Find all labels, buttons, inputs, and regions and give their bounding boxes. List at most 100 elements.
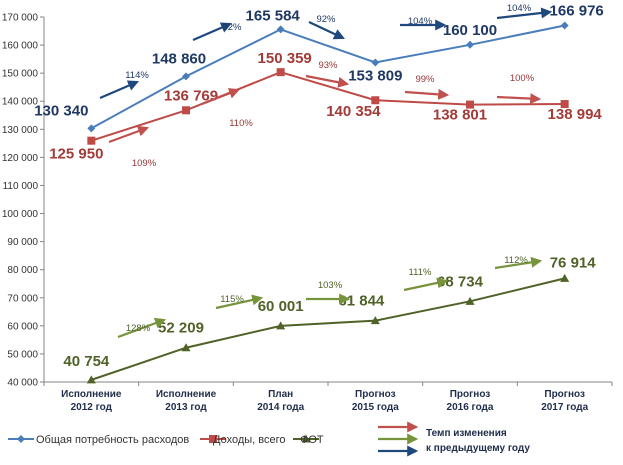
change-arrow	[494, 256, 543, 270]
data-point-marker	[17, 435, 25, 443]
data-label: 68 734	[437, 273, 484, 290]
change-arrow	[305, 74, 350, 88]
data-point-marker	[86, 375, 96, 384]
legend-label: Общая потребность расходов	[36, 434, 189, 446]
data-label: 40 754	[63, 353, 110, 370]
change-percent-label: 109%	[132, 158, 157, 169]
change-percent-label: 112%	[504, 255, 528, 266]
change-arrow	[308, 21, 345, 40]
data-point-marker	[87, 136, 96, 145]
data-label: 125 950	[49, 146, 103, 163]
x-tick-label: Исполнение 2012 год	[61, 389, 122, 413]
data-label: 160 100	[443, 22, 497, 39]
series-line	[90, 24, 565, 130]
data-label: 130 340	[34, 102, 88, 119]
x-tick-label: План 2014 года	[257, 389, 304, 413]
change-percent-label: 104%	[408, 16, 433, 27]
data-point-marker	[181, 343, 191, 352]
y-tick-label: 170 000	[2, 13, 39, 24]
change-arrow	[192, 22, 233, 42]
change-arrow	[215, 294, 264, 310]
legend-label: Доходы, всего	[213, 434, 285, 446]
legend-label: ФОТ	[300, 434, 324, 446]
data-point-marker	[87, 124, 96, 133]
change-percent-label: 114%	[125, 70, 149, 81]
data-label: 140 354	[326, 103, 381, 120]
data-point-marker	[209, 435, 217, 443]
x-tick-label: Прогноз 2015 года	[352, 389, 399, 413]
data-label: 150 359	[258, 50, 312, 67]
data-point-marker	[182, 72, 190, 81]
data-label: 136 769	[164, 87, 218, 104]
change-arrow	[99, 80, 140, 100]
data-label: 148 860	[152, 50, 206, 67]
data-label: 166 976	[550, 2, 604, 19]
series-2: 40 754 52 209 60 001 61 844 68 734 76 914	[63, 254, 597, 384]
y-tick-label: 110 000	[3, 181, 39, 192]
y-tick-label: 100 000	[2, 209, 39, 220]
data-label: 138 994	[548, 106, 603, 123]
change-percent-label: 111%	[409, 267, 432, 278]
data-point-marker	[371, 96, 380, 105]
data-label: 153 809	[348, 67, 402, 84]
change-percent-label: 110%	[229, 118, 253, 129]
legend-change-line1: Темп изменения	[426, 428, 507, 439]
y-tick-label: 50 000	[7, 349, 38, 360]
legend-change-line2: к предыдущему году	[426, 443, 530, 454]
y-tick-label: 90 000	[7, 237, 38, 248]
data-label: 52 209	[158, 320, 204, 337]
change-percent-label: 92%	[222, 22, 242, 33]
y-tick-label: 160 000	[2, 41, 39, 52]
y-axis-ticks: 40 000 50 000 60 000 70 000 80 000 90 000 100 …	[2, 13, 44, 389]
change-percent-label: 93%	[318, 60, 338, 71]
x-tick-label: Прогноз 2017 года	[541, 389, 588, 413]
data-point-marker	[465, 296, 475, 305]
change-arrow	[108, 125, 150, 144]
change-arrow	[496, 7, 553, 20]
x-tick-label: Прогноз 2016 года	[447, 389, 494, 413]
data-point-marker	[560, 21, 569, 30]
change-arrows: 114% 92% 92% 104% 104% 109% 110% 93% 99% 100% 128%…	[99, 3, 553, 339]
y-tick-label: 120 000	[2, 153, 39, 164]
change-percent-label: 100%	[510, 73, 535, 84]
y-tick-label: 150 000	[2, 69, 39, 80]
series-line	[91, 71, 565, 142]
series-0: 130 340 148 860 165 584 153 809 160 100 166 9…	[34, 2, 604, 133]
data-point-marker	[276, 25, 285, 34]
change-arrow	[496, 93, 542, 105]
data-label: 138 801	[433, 107, 487, 124]
data-point-marker	[370, 316, 380, 325]
y-tick-label: 80 000	[7, 265, 38, 276]
change-arrow	[201, 88, 241, 106]
data-label: 165 584	[246, 7, 301, 24]
series-1: 125 950 136 769 150 359 140 354 138 801 138 9…	[49, 50, 602, 163]
y-tick-label: 40 000	[7, 378, 38, 389]
change-arrow	[117, 317, 167, 339]
data-point-marker	[466, 40, 474, 49]
legend-item-1: Доходы, всего	[200, 434, 285, 446]
data-label: 61 844	[338, 293, 385, 310]
legend: Общая потребность расходов Доходы, всего Ф…	[8, 421, 530, 457]
data-point-marker	[466, 100, 474, 109]
change-percent-label: 128%	[126, 323, 151, 334]
y-tick-label: 60 000	[7, 321, 38, 332]
data-point-marker	[276, 321, 286, 330]
x-axis-ticks: Исполнение 2012 год Исполнение 2013 год План…	[43, 382, 613, 413]
data-point-marker	[301, 434, 311, 443]
data-point-marker	[371, 58, 380, 67]
y-tick-label: 130 000	[2, 125, 39, 136]
change-arrow	[403, 277, 449, 292]
data-label: 76 914	[550, 254, 597, 271]
x-tick-label: Исполнение 2013 год	[156, 389, 217, 413]
change-percent-label: 92%	[316, 14, 336, 25]
change-percent-label: 115%	[220, 294, 244, 305]
legend-change-rate: Темп изменения к предыдущему году	[378, 421, 530, 457]
data-point-marker	[560, 273, 570, 282]
legend-item-0: Общая потребность расходов	[8, 434, 189, 446]
y-tick-label: 140 000	[2, 97, 39, 108]
change-percent-label: 104%	[507, 3, 532, 14]
data-label: 60 001	[258, 298, 304, 315]
data-point-marker	[276, 68, 285, 77]
series-layer: 130 340 148 860 165 584 153 809 160 100 166 9…	[34, 2, 604, 384]
